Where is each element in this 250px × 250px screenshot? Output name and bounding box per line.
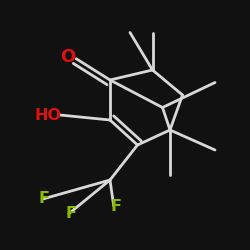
Text: F: F [111,199,122,214]
Text: F: F [66,206,77,221]
Text: F: F [38,191,49,206]
Text: HO: HO [34,108,61,122]
Text: O: O [60,48,75,66]
